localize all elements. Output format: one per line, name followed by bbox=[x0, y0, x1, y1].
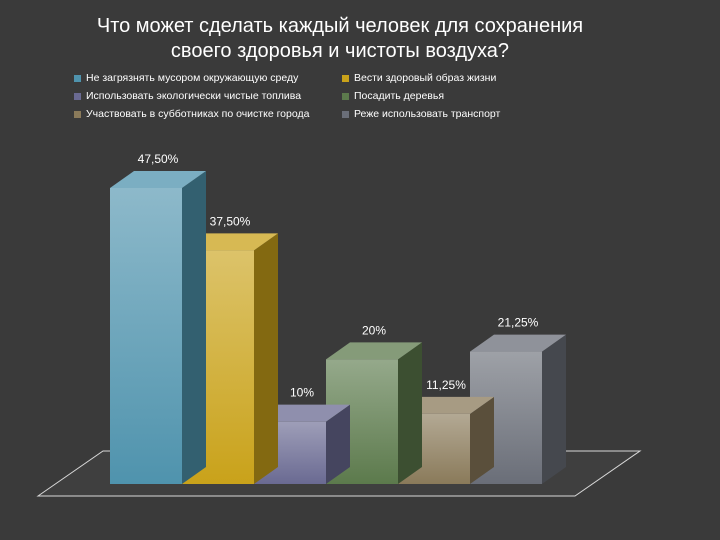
bar-top-5 bbox=[470, 334, 566, 352]
legend-label-3: Посадить деревья bbox=[354, 90, 445, 102]
bar-side-3 bbox=[398, 342, 422, 484]
bar-side-0 bbox=[182, 171, 206, 484]
legend-label-5: Реже использовать транспорт bbox=[354, 108, 501, 120]
data-label-2: 10% bbox=[290, 386, 314, 400]
legend-swatch-1 bbox=[342, 74, 349, 82]
legend-item-4: Участвовать в субботниках по очистке гор… bbox=[74, 108, 342, 120]
data-label-3: 20% bbox=[362, 323, 386, 337]
bar-0 bbox=[110, 188, 182, 484]
data-label-1: 37,50% bbox=[210, 214, 251, 228]
legend-swatch-5 bbox=[342, 110, 349, 118]
legend-swatch-2 bbox=[74, 92, 81, 100]
legend-label-0: Не загрязнять мусором окружающую среду bbox=[86, 72, 299, 84]
title-line-2: своего здоровья и чистоты воздуха? bbox=[170, 40, 510, 62]
legend-label-4: Участвовать в субботниках по очистке гор… bbox=[86, 108, 310, 120]
legend-swatch-4 bbox=[74, 110, 81, 118]
legend-item-0: Не загрязнять мусором окружающую среду bbox=[74, 72, 342, 84]
legend-label-2: Использовать экологически чистые топлива bbox=[86, 90, 302, 102]
bar-top-0 bbox=[110, 171, 206, 188]
data-label-4: 11,25% bbox=[426, 378, 466, 392]
bar-top-3 bbox=[326, 342, 422, 360]
legend-item-2: Использовать экологически чистые топлива bbox=[74, 90, 342, 102]
data-label-0: 47,50% bbox=[138, 152, 179, 166]
title-line-1: Что может сделать каждый человек для сох… bbox=[96, 15, 584, 37]
chart-title: Что может сделать каждый человек для сох… bbox=[60, 14, 620, 64]
legend: Не загрязнять мусором окружающую среду В… bbox=[74, 72, 614, 120]
bar-side-4 bbox=[470, 396, 494, 484]
legend-item-1: Вести здоровый образ жизни bbox=[342, 72, 582, 84]
legend-swatch-3 bbox=[342, 92, 349, 100]
bar-side-2 bbox=[326, 404, 350, 484]
bar-side-1 bbox=[254, 233, 278, 484]
legend-label-1: Вести здоровый образ жизни bbox=[354, 72, 497, 84]
data-label-5: 21,25% bbox=[498, 316, 539, 330]
legend-item-5: Реже использовать транспорт bbox=[342, 108, 582, 120]
legend-item-3: Посадить деревья bbox=[342, 90, 582, 102]
legend-swatch-0 bbox=[74, 74, 81, 82]
bar-side-5 bbox=[542, 334, 566, 484]
